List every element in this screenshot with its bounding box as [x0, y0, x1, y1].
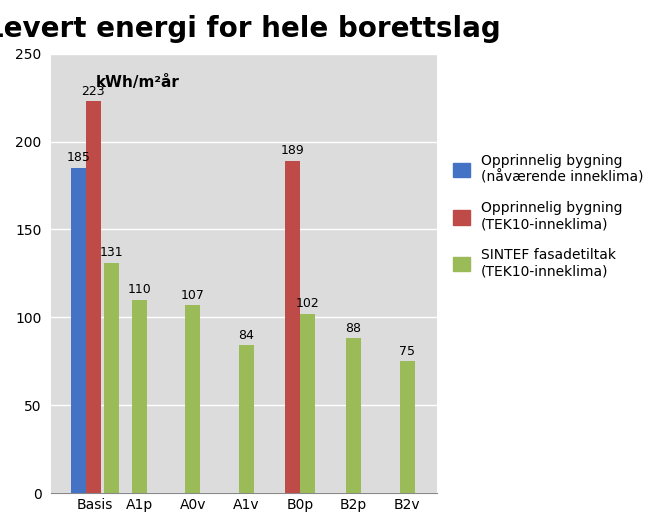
Text: 131: 131: [100, 246, 123, 259]
Text: 223: 223: [82, 85, 105, 97]
Legend: Opprinnelig bygning
(nåværende inneklima), Opprinnelig bygning
(TEK10-inneklima): Opprinnelig bygning (nåværende inneklima…: [448, 149, 648, 284]
Bar: [71, 168, 86, 493]
Bar: [300, 314, 315, 493]
Bar: [346, 338, 361, 493]
Text: 110: 110: [128, 283, 152, 296]
Text: 185: 185: [66, 151, 90, 164]
Bar: [104, 263, 119, 493]
Bar: [86, 101, 101, 493]
Text: 189: 189: [281, 144, 305, 158]
Bar: [132, 300, 147, 493]
Text: 88: 88: [346, 322, 362, 335]
Text: 102: 102: [296, 297, 319, 310]
Bar: [239, 346, 254, 493]
Text: 107: 107: [181, 288, 205, 301]
Text: 75: 75: [399, 345, 415, 358]
Bar: [285, 161, 300, 493]
Bar: [400, 362, 414, 493]
Title: Levert energi for hele borettslag: Levert energi for hele borettslag: [0, 15, 501, 43]
Text: 84: 84: [239, 329, 255, 342]
Bar: [186, 305, 200, 493]
Text: kWh/m²år: kWh/m²år: [96, 75, 180, 90]
